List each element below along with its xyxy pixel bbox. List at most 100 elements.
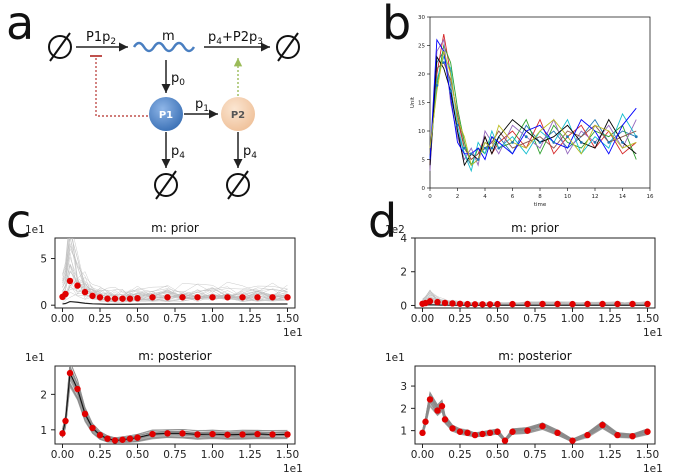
observation-point [119, 436, 126, 443]
fit-line [61, 371, 288, 442]
x-tick-label: 8 [538, 194, 542, 200]
x-tick-label: 0 [428, 194, 432, 200]
observation-point [569, 437, 576, 444]
x-tick-label: 0.75 [163, 449, 186, 461]
observation-point [419, 429, 426, 437]
observation-point [239, 294, 246, 301]
observation-point [539, 422, 546, 430]
x-tick-label: 6 [511, 194, 515, 200]
trajectory-line [429, 38, 637, 161]
y-multiplier: 1e1 [25, 224, 45, 236]
observation-point [81, 410, 89, 418]
observation-point [66, 277, 74, 285]
y-tick-label: 10 [418, 129, 425, 135]
observation-point [539, 300, 546, 308]
x-tick-label: 2 [456, 194, 460, 200]
observation-point [569, 300, 576, 308]
data-point [456, 123, 459, 127]
observation-point [584, 431, 591, 439]
data-point [511, 141, 514, 144]
observation-point [74, 385, 81, 393]
data-point [449, 89, 453, 93]
y-multiplier: 1e2 [385, 224, 405, 236]
plot-frame [414, 237, 656, 309]
x-tick-label: 0.25 [448, 313, 471, 325]
x-tick-label: 1.25 [238, 449, 261, 461]
sample-line [62, 383, 288, 443]
observation-point [89, 292, 96, 300]
sample-line [62, 238, 288, 300]
observation-point [644, 300, 651, 308]
subplot-title: m: prior [511, 221, 559, 235]
x-tick-label: 14 [619, 194, 626, 200]
observation-point [254, 430, 261, 438]
trajectory-line [429, 55, 637, 167]
observation-point [479, 430, 486, 438]
observation-point [111, 295, 119, 302]
panel-letter-a: a [6, 0, 35, 50]
observation-point [629, 433, 636, 440]
c-posterior-chart: 0.00 0.25 0.50 0.75 1.00 1.25 1.50 1 2 m: posteri… [25, 349, 303, 473]
observation-point [524, 300, 531, 308]
d-posterior-chart: 0.00 0.25 0.50 0.75 1.00 1.25 1.50 1 2 3 m: poster… [385, 349, 663, 473]
observation-point [149, 294, 156, 301]
observation-point [614, 300, 621, 308]
x-tick-label: 0.50 [486, 313, 509, 325]
observation-point [456, 428, 464, 435]
y-tick-label: 25 [418, 44, 425, 50]
x-tick-label: 1.50 [276, 313, 299, 325]
observation-point [209, 430, 216, 438]
x-tick-label: 1.00 [561, 449, 584, 461]
x-tick-label: 0.25 [88, 313, 111, 325]
observation-point [62, 290, 69, 298]
observation-point [59, 430, 66, 437]
observation-point [74, 282, 81, 289]
y-tick-label: 5 [422, 158, 426, 164]
observation-point [134, 434, 141, 441]
observation-point [464, 429, 471, 437]
observation-point [149, 430, 156, 438]
mrna-wave-icon [132, 41, 196, 53]
observation-point [501, 437, 509, 444]
observation-point [644, 428, 651, 435]
observation-point [434, 298, 441, 306]
data-point [490, 146, 494, 150]
observation-point [126, 435, 134, 442]
observation-point [224, 431, 231, 438]
observation-point [224, 294, 231, 301]
d-prior-chart: 0.00 0.25 0.50 0.75 1.00 1.25 1.50 0 2 4 m: prior 1… [385, 221, 663, 339]
sample-line [62, 238, 288, 300]
null-set-right-icon [276, 32, 300, 62]
observation-point [89, 424, 96, 432]
y-tick-label: 2 [40, 389, 47, 401]
sample-trajectories [422, 289, 648, 306]
label-protein1: P1 [159, 110, 173, 121]
data-point [435, 84, 439, 87]
x-tick-label: 0.50 [126, 449, 149, 461]
x-multiplier: 1e1 [283, 463, 303, 473]
y-tick-label: 0 [400, 300, 407, 312]
sample-line [62, 292, 288, 304]
x-tick-label: 16 [647, 194, 654, 200]
observation-point [456, 300, 464, 307]
data-point [524, 135, 528, 139]
observation-point [96, 294, 104, 301]
sample-line [422, 392, 648, 441]
observation-point [554, 300, 561, 308]
sample-line [62, 284, 288, 303]
observation-point [269, 431, 276, 438]
x-multiplier: 1e1 [643, 327, 663, 339]
observation-point [471, 431, 479, 439]
data-point [593, 141, 597, 144]
observation-point [104, 295, 111, 302]
sample-trajectories [62, 238, 288, 305]
observation-point [104, 435, 111, 442]
observation-point [62, 417, 69, 425]
observation-point [254, 294, 261, 301]
observation-point [209, 294, 216, 301]
x-tick-label: 0.00 [51, 313, 74, 325]
observation-point [599, 421, 606, 429]
observation-point [66, 369, 74, 377]
observation-point [179, 430, 186, 437]
p2-node [221, 97, 255, 131]
